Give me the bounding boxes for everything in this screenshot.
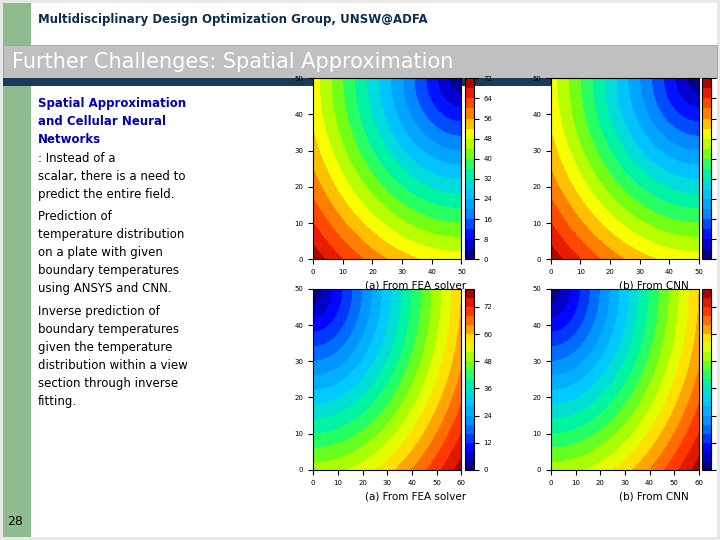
Text: Multidisciplinary Design Optimization Group, UNSW@ADFA: Multidisciplinary Design Optimization Gr… <box>38 14 428 26</box>
Text: (a) From FEA solver: (a) From FEA solver <box>365 491 467 502</box>
Text: Spatial Approximation
and Cellular Neural
Networks: Spatial Approximation and Cellular Neura… <box>38 97 186 146</box>
Text: (b) From CNN: (b) From CNN <box>618 281 688 291</box>
Text: Prediction of
temperature distribution
on a plate with given
boundary temperatur: Prediction of temperature distribution o… <box>38 210 184 295</box>
FancyBboxPatch shape <box>3 3 717 45</box>
FancyBboxPatch shape <box>3 78 663 86</box>
Text: (b) From CNN: (b) From CNN <box>618 491 688 502</box>
Text: 28: 28 <box>7 515 23 528</box>
Text: (a) From FEA solver: (a) From FEA solver <box>365 281 467 291</box>
FancyBboxPatch shape <box>3 3 717 537</box>
Text: : Instead of a
scalar, there is a need to
predict the entire field.: : Instead of a scalar, there is a need t… <box>38 152 186 201</box>
Text: Further Challenges: Spatial Approximation: Further Challenges: Spatial Approximatio… <box>12 52 454 72</box>
FancyBboxPatch shape <box>31 3 717 45</box>
FancyBboxPatch shape <box>3 45 717 78</box>
Text: Inverse prediction of
boundary temperatures
given the temperature
distribution w: Inverse prediction of boundary temperatu… <box>38 305 188 408</box>
FancyBboxPatch shape <box>3 3 31 537</box>
